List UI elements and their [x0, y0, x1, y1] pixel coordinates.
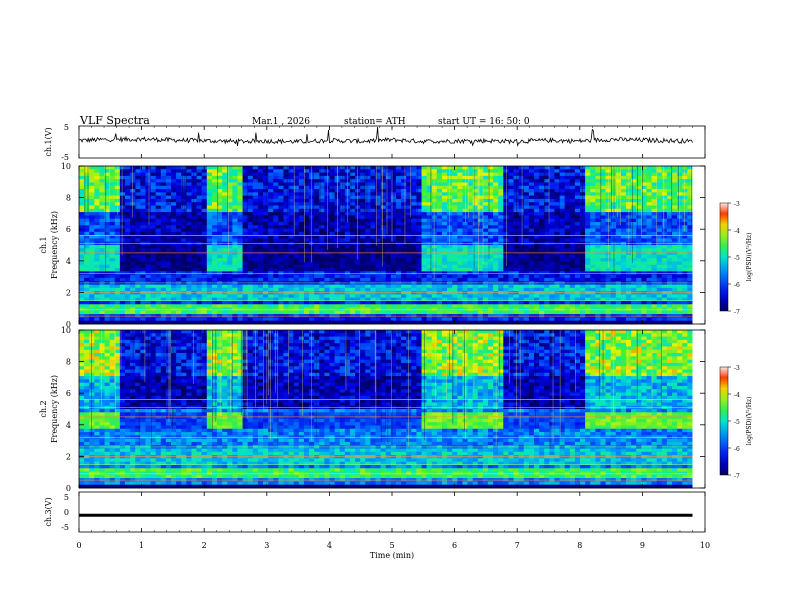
colorbar-tick-label: -6 — [734, 282, 740, 289]
ch1-waveform-ylabel: ch.1(V) — [44, 127, 53, 156]
time-tick-label: 7 — [515, 541, 520, 550]
ch1-waveform-line — [78, 126, 693, 147]
frequency-tick-label: 10 — [61, 162, 71, 171]
colorbar-tick-label: -4 — [734, 392, 740, 399]
frequency-tick-label: 0 — [66, 484, 71, 493]
colorbar-tick-label: -6 — [734, 446, 740, 453]
ch1-frequency-ticks: 0 2 4 6 8 10 — [61, 162, 705, 329]
date-label: Mar.1 , 2026 — [252, 117, 310, 127]
frequency-tick-label: 8 — [66, 358, 71, 367]
ch3-ytick-zero: 0 — [64, 508, 69, 517]
frequency-tick-label: 6 — [66, 225, 71, 234]
frequency-tick-label: 8 — [66, 194, 71, 203]
ch1-spectrogram-panel: 0 2 4 6 8 10 ch.1 Frequency (kHz) — [39, 162, 706, 329]
colorbar-tick-label: -5 — [734, 255, 740, 262]
ch2-colorbar-ticks: -3 -4 -5 -6 -7 — [728, 365, 740, 480]
time-tick-label: 2 — [202, 541, 207, 550]
ch2-spectrogram-ylabel-frequency: Frequency (kHz) — [50, 375, 59, 443]
ch3-waveform-panel: 5 0 -5 ch.3(V) — [44, 491, 706, 533]
frequency-tick-label: 2 — [66, 452, 71, 461]
frequency-tick-label: 4 — [66, 421, 71, 430]
ch2-spectrogram-image — [79, 330, 705, 489]
ch1-waveform-frame — [78, 125, 706, 159]
ch1-ytick-top: 5 — [64, 123, 69, 132]
time-tick-label: 6 — [452, 541, 457, 550]
time-tick-label: 5 — [389, 541, 394, 550]
frequency-tick-label: 6 — [66, 389, 71, 398]
ch2-spectrogram-ylabel-channel: ch.2 — [39, 400, 48, 417]
colorbar-tick-label: -3 — [734, 365, 740, 372]
time-tick-label: 1 — [139, 541, 144, 550]
ch2-spectrogram-panel: 0 2 4 6 8 10 ch.2 Frequency (kHz) — [39, 326, 706, 493]
time-tick-label: 3 — [264, 541, 269, 550]
ch3-waveform-frame — [78, 491, 706, 533]
colorbar-tick-label: -5 — [734, 419, 740, 426]
time-axis: 0 1 2 3 4 5 6 7 8 9 10 — [76, 126, 710, 550]
frequency-tick-label: 10 — [61, 326, 71, 335]
time-tick-label: 9 — [640, 541, 645, 550]
frequency-tick-label: 2 — [66, 288, 71, 297]
ch1-spectrogram-image — [79, 166, 705, 325]
ch1-waveform-panel: 5 -5 ch.1(V) — [44, 123, 706, 162]
frequency-tick-label: 4 — [66, 257, 71, 266]
station-label: station= ATH — [344, 117, 406, 127]
start-time-label: start UT = 16: 50: 0 — [438, 117, 530, 127]
ch3-ytick-top: 5 — [64, 493, 69, 502]
colorbar-tick-label: -3 — [734, 201, 740, 208]
ch3-waveform-ylabel: ch.3(V) — [44, 497, 53, 526]
ch3-ytick-bottom: -5 — [61, 523, 69, 532]
ch1-ytick-bottom: -5 — [61, 153, 69, 162]
time-tick-label: 8 — [577, 541, 582, 550]
ch2-colorbar-gradient — [719, 366, 729, 476]
ch2-colorbar: -3 -4 -5 -6 -7 log(PSD)(V²/Hz) — [719, 365, 753, 480]
ch1-colorbar-label: log(PSD)(V²/Hz) — [746, 233, 753, 282]
frequency-tick-label: 0 — [66, 320, 71, 329]
time-tick-label: 10 — [700, 541, 710, 550]
colorbar-tick-label: -7 — [734, 309, 740, 316]
time-axis-label: Time (min) — [370, 551, 414, 560]
ch1-colorbar: -3 -4 -5 -6 -7 log(PSD)(V²/Hz) — [719, 201, 753, 316]
ch2-colorbar-label: log(PSD)(V²/Hz) — [746, 397, 753, 446]
time-tick-label: 0 — [76, 541, 81, 550]
ch1-spectrogram-ylabel-channel: ch.1 — [39, 236, 48, 253]
time-tick-label: 4 — [327, 541, 332, 550]
ch1-colorbar-ticks: -3 -4 -5 -6 -7 — [728, 201, 740, 316]
ch1-spectrogram-ylabel-frequency: Frequency (kHz) — [50, 211, 59, 279]
colorbar-tick-label: -7 — [734, 473, 740, 480]
figure-title: VLF Spectra — [79, 114, 150, 127]
ch2-frequency-ticks: 0 2 4 6 8 10 — [61, 326, 705, 493]
colorbar-tick-label: -4 — [734, 228, 740, 235]
ch1-colorbar-gradient — [719, 202, 729, 312]
